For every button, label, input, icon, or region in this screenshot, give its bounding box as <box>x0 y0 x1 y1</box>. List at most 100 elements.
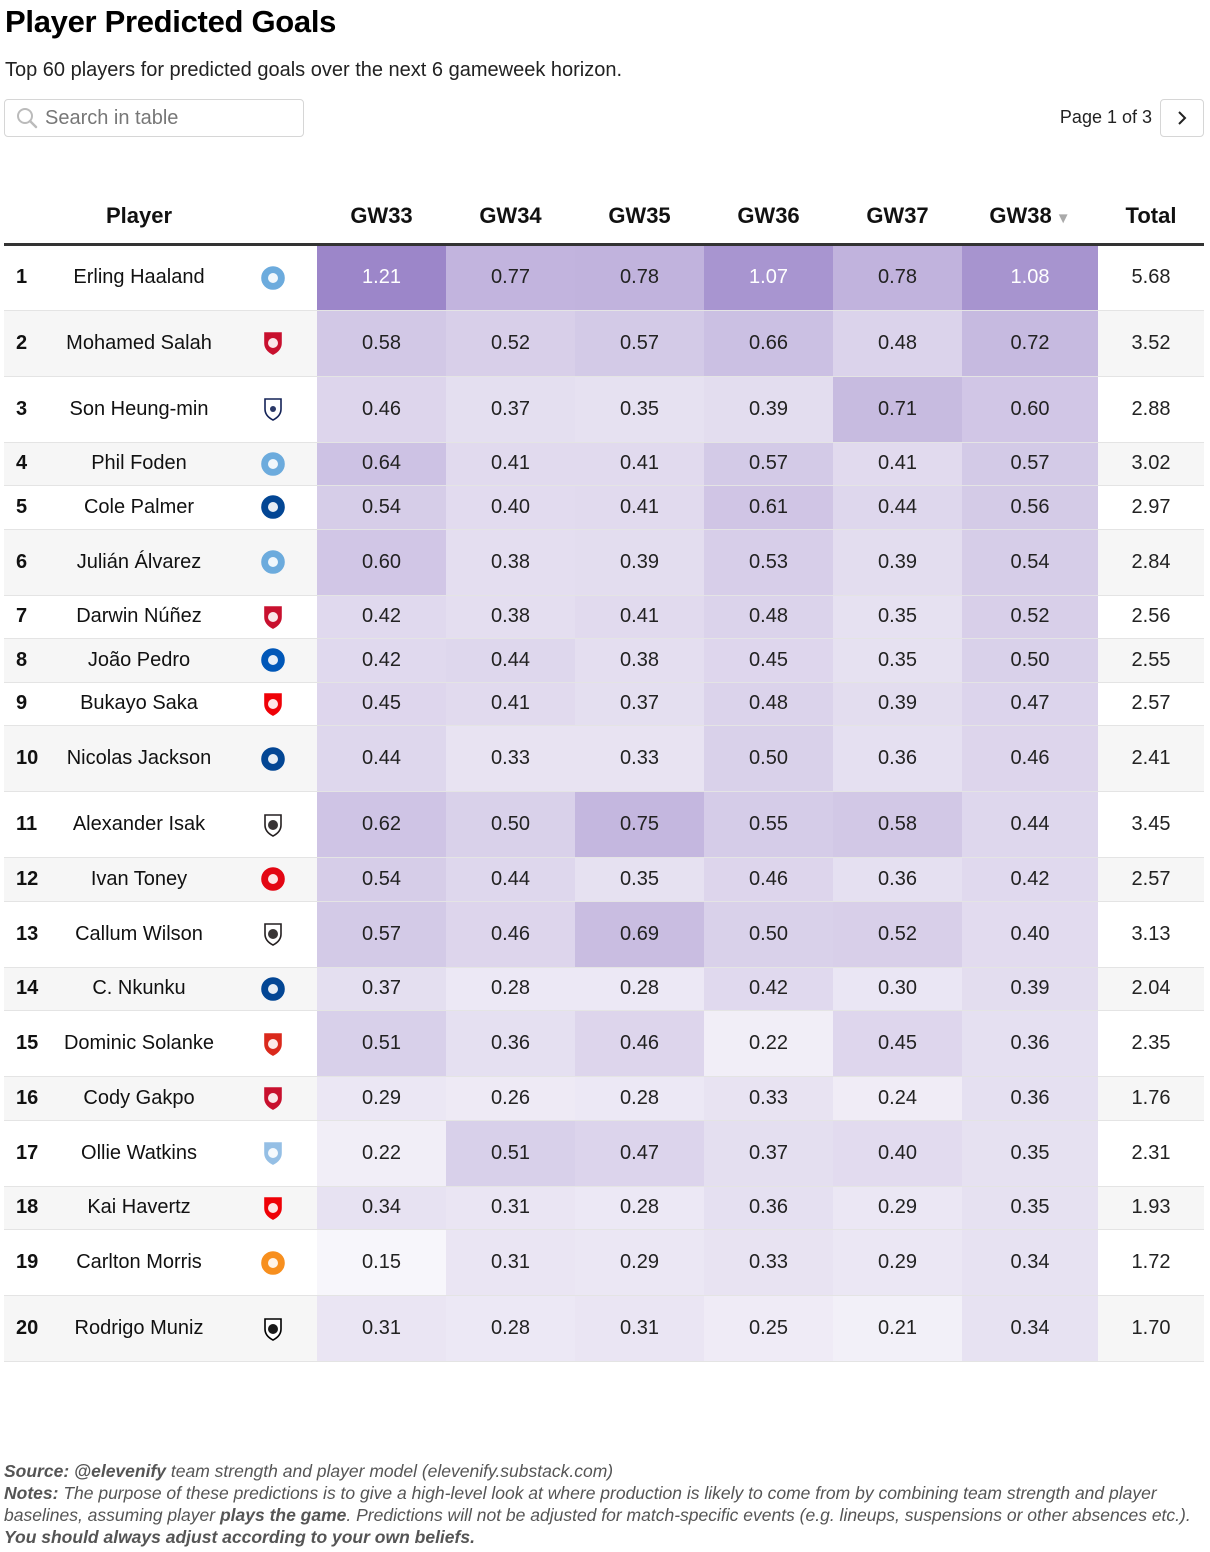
gw36-cell: 0.55 <box>704 791 833 858</box>
table-row[interactable]: 3 Son Heung-min 0.46 0.37 0.35 0.39 0.71 0.60 2.… <box>4 376 1204 443</box>
gw38-cell: 0.56 <box>962 485 1098 530</box>
total-cell: 2.84 <box>1098 529 1204 596</box>
player-name-cell: Alexander Isak <box>49 791 229 858</box>
table-row[interactable]: 13 Callum Wilson 0.57 0.46 0.69 0.50 0.52 0.40 3… <box>4 901 1204 968</box>
total-cell: 2.31 <box>1098 1120 1204 1187</box>
rank-cell: 13 <box>4 901 49 968</box>
col-header-gw35[interactable]: GW35 <box>575 190 704 246</box>
newcastle-crest-icon <box>264 923 282 946</box>
gw37-cell: 0.30 <box>833 967 962 1011</box>
table-row[interactable]: 2 Mohamed Salah 0.58 0.52 0.57 0.66 0.48 0.72 3.… <box>4 310 1204 377</box>
table-row[interactable]: 6 Julián Álvarez 0.60 0.38 0.39 0.53 0.39 0.54 2… <box>4 529 1204 596</box>
col-header-player[interactable]: Player <box>49 190 229 246</box>
chelsea-crest-icon <box>261 746 285 771</box>
gw34-cell: 0.37 <box>446 376 575 443</box>
player-name-cell: Cole Palmer <box>49 485 229 530</box>
gw34-cell: 0.36 <box>446 1010 575 1077</box>
club-logo-cell <box>229 725 317 792</box>
gw36-cell: 0.33 <box>704 1229 833 1296</box>
page-title: Player Predicted Goals <box>5 4 337 39</box>
liverpool-crest-icon <box>264 605 282 629</box>
col-header-gw34[interactable]: GW34 <box>446 190 575 246</box>
table-row[interactable]: 12 Ivan Toney 0.54 0.44 0.35 0.46 0.36 0.42 2.57 <box>4 857 1204 902</box>
table-row[interactable]: 7 Darwin Núñez 0.42 0.38 0.41 0.48 0.35 0.52 2.5… <box>4 595 1204 639</box>
table-row[interactable]: 14 C. Nkunku 0.37 0.28 0.28 0.42 0.30 0.39 2.04 <box>4 967 1204 1011</box>
total-cell: 2.04 <box>1098 967 1204 1011</box>
tottenham-crest-icon <box>264 398 282 421</box>
table-row[interactable]: 5 Cole Palmer 0.54 0.40 0.41 0.61 0.44 0.56 2.97 <box>4 485 1204 530</box>
total-cell: 3.13 <box>1098 901 1204 968</box>
search-box[interactable] <box>4 99 304 137</box>
gw37-cell: 0.40 <box>833 1120 962 1187</box>
gw33-cell: 0.62 <box>317 791 446 858</box>
gw38-cell: 0.40 <box>962 901 1098 968</box>
gw36-cell: 0.37 <box>704 1120 833 1187</box>
gw34-cell: 0.77 <box>446 244 575 311</box>
gw38-cell: 0.72 <box>962 310 1098 377</box>
gw37-cell: 0.71 <box>833 376 962 443</box>
table-row[interactable]: 19 Carlton Morris 0.15 0.31 0.29 0.33 0.29 0.34… <box>4 1229 1204 1296</box>
gw38-cell: 0.46 <box>962 725 1098 792</box>
gw34-cell: 0.41 <box>446 442 575 486</box>
col-header-gw38[interactable]: GW38 ▼ <box>962 190 1098 246</box>
rank-cell: 1 <box>4 244 49 311</box>
club-logo-cell <box>229 310 317 377</box>
gw37-cell: 0.41 <box>833 442 962 486</box>
gw36-cell: 0.48 <box>704 595 833 639</box>
gw34-cell: 0.38 <box>446 529 575 596</box>
table-row[interactable]: 4 Phil Foden 0.64 0.41 0.41 0.57 0.41 0.57 3.02 <box>4 442 1204 486</box>
col-header-gw36[interactable]: GW36 <box>704 190 833 246</box>
bournemouth-crest-icon <box>264 1032 282 1056</box>
gw36-cell: 0.46 <box>704 857 833 902</box>
source-text: team strength and player model (elevenif… <box>166 1461 614 1481</box>
col-header-gw33[interactable]: GW33 <box>317 190 446 246</box>
rank-cell: 14 <box>4 967 49 1011</box>
table-row[interactable]: 1 Erling Haaland 1.21 0.77 0.78 1.07 0.78 1.08 5… <box>4 244 1204 311</box>
total-cell: 2.41 <box>1098 725 1204 792</box>
gw38-cell: 0.50 <box>962 638 1098 683</box>
gw35-cell: 0.28 <box>575 1076 704 1121</box>
gw36-cell: 0.48 <box>704 682 833 726</box>
table-row[interactable]: 9 Bukayo Saka 0.45 0.41 0.37 0.48 0.39 0.47 2.57 <box>4 682 1204 726</box>
chelsea-crest-icon <box>261 495 285 520</box>
gw36-cell: 1.07 <box>704 244 833 311</box>
gw37-cell: 0.36 <box>833 725 962 792</box>
gw34-cell: 0.52 <box>446 310 575 377</box>
table-row[interactable]: 17 Ollie Watkins 0.22 0.51 0.47 0.37 0.40 0.35 2… <box>4 1120 1204 1187</box>
notes-paragraph: Notes: The purpose of these predictions … <box>4 1482 1204 1548</box>
rank-cell: 6 <box>4 529 49 596</box>
col-header-total[interactable]: Total <box>1098 190 1204 246</box>
total-cell: 2.35 <box>1098 1010 1204 1077</box>
table-row[interactable]: 10 Nicolas Jackson 0.44 0.33 0.33 0.50 0.36 0.4… <box>4 725 1204 792</box>
next-page-button[interactable] <box>1160 99 1204 137</box>
gw35-cell: 0.47 <box>575 1120 704 1187</box>
gw35-cell: 0.31 <box>575 1295 704 1362</box>
table-row[interactable]: 20 Rodrigo Muniz 0.31 0.28 0.31 0.25 0.21 0.34 1… <box>4 1295 1204 1362</box>
table-row[interactable]: 11 Alexander Isak 0.62 0.50 0.75 0.55 0.58 0.44… <box>4 791 1204 858</box>
gw34-cell: 0.33 <box>446 725 575 792</box>
col-header-gw37[interactable]: GW37 <box>833 190 962 246</box>
search-input[interactable] <box>45 106 285 130</box>
rank-cell: 2 <box>4 310 49 377</box>
gw35-cell: 0.69 <box>575 901 704 968</box>
table-row[interactable]: 15 Dominic Solanke 0.51 0.36 0.46 0.22 0.45 0.3… <box>4 1010 1204 1077</box>
table-header-row: Player GW33 GW34 GW35 GW36 GW37 GW38 ▼ To… <box>4 190 1204 246</box>
table-row[interactable]: 8 João Pedro 0.42 0.44 0.38 0.45 0.35 0.50 2.55 <box>4 638 1204 683</box>
total-cell: 2.88 <box>1098 376 1204 443</box>
rank-cell: 16 <box>4 1076 49 1121</box>
table-row[interactable]: 16 Cody Gakpo 0.29 0.26 0.28 0.33 0.24 0.36 1.76 <box>4 1076 1204 1121</box>
gw36-cell: 0.50 <box>704 725 833 792</box>
total-cell: 1.72 <box>1098 1229 1204 1296</box>
notes-text-continued: . Predictions will not be adjusted for m… <box>346 1505 1191 1525</box>
gw34-cell: 0.40 <box>446 485 575 530</box>
total-cell: 1.76 <box>1098 1076 1204 1121</box>
luton-crest-icon <box>261 1250 285 1275</box>
gw35-cell: 0.28 <box>575 1186 704 1230</box>
gw33-cell: 0.34 <box>317 1186 446 1230</box>
gw33-cell: 0.45 <box>317 682 446 726</box>
table-row[interactable]: 18 Kai Havertz 0.34 0.31 0.28 0.36 0.29 0.35 1.9… <box>4 1186 1204 1230</box>
rank-cell: 8 <box>4 638 49 683</box>
player-name-cell: Ivan Toney <box>49 857 229 902</box>
man-city-crest-icon <box>261 451 285 476</box>
col-header-club <box>229 190 317 246</box>
